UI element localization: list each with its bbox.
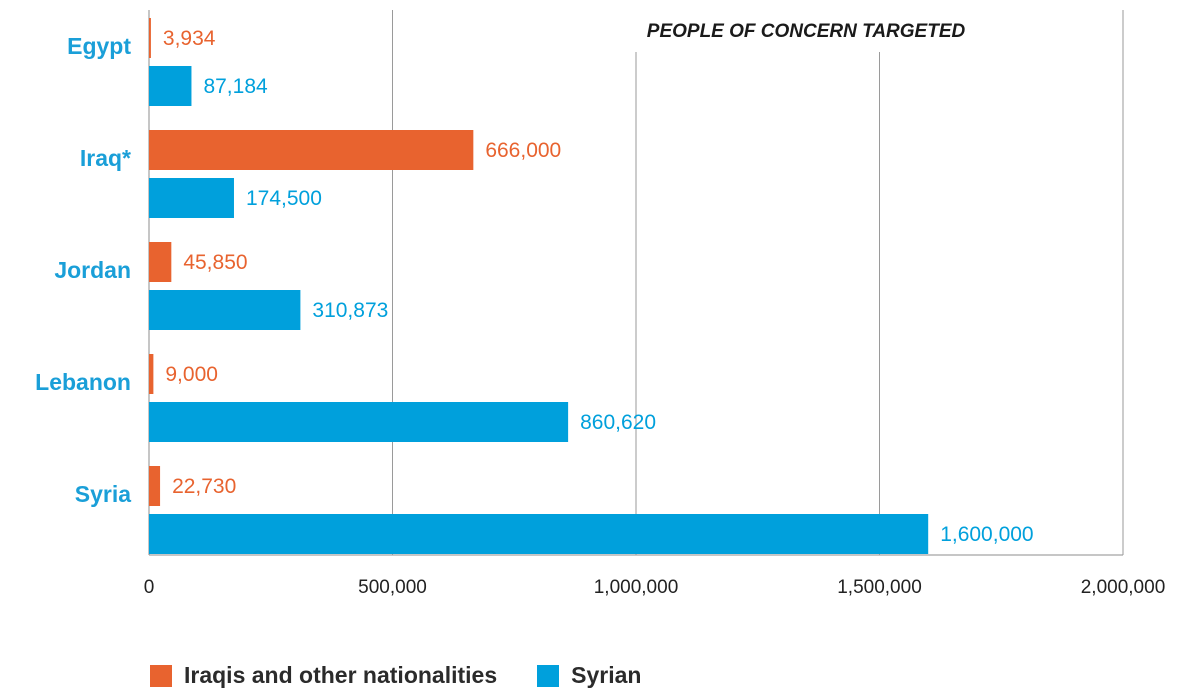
bar-syrian [149,66,192,106]
data-label-iraqis: 22,730 [172,475,236,498]
data-label-iraqis: 9,000 [165,363,218,386]
data-label-syrian: 87,184 [203,75,268,98]
bar-iraqis [149,466,161,506]
data-label-syrian: 174,500 [246,187,322,210]
data-label-iraqis: 3,934 [163,27,216,50]
x-tick-label: 2,000,000 [1081,577,1166,598]
bar-iraqis [149,354,154,394]
bars [149,18,929,554]
category-label: Syria [75,481,131,507]
data-label-syrian: 860,620 [580,411,656,434]
legend: Iraqis and other nationalities Syrian [150,662,681,689]
x-tick-label: 1,500,000 [837,577,922,598]
x-tick-label: 0 [144,577,155,598]
chart-title: PEOPLE OF CONCERN TARGETED [647,21,966,42]
bar-syrian [149,514,929,554]
legend-item-iraqis: Iraqis and other nationalities [150,662,497,689]
legend-label-iraqis: Iraqis and other nationalities [184,662,498,688]
data-label-iraqis: 666,000 [485,139,561,162]
bar-iraqis [149,130,474,170]
category-label: Iraq* [80,145,131,171]
bar-syrian [149,290,301,330]
x-tick-label: 1,000,000 [594,577,679,598]
labels: 0 500,000 1,000,000 1,500,000 2,000,000 Egypt… [35,27,1165,598]
category-label: Lebanon [35,369,131,395]
bar-iraqis [149,242,172,282]
gridlines [148,10,1124,556]
x-tick-label: 500,000 [358,577,427,598]
category-label: Jordan [54,257,131,283]
bar-iraqis [149,18,151,58]
bar-syrian [149,402,569,442]
legend-swatch-iraqis [150,664,172,687]
data-label-iraqis: 45,850 [183,251,247,274]
data-label-syrian: 1,600,000 [940,523,1033,546]
legend-label-syrian: Syrian [571,662,642,688]
bar-syrian [149,178,234,218]
data-label-syrian: 310,873 [312,299,388,322]
category-label: Egypt [67,33,131,59]
legend-swatch-syrian [537,664,560,687]
legend-item-syrian: Syrian [537,662,641,689]
